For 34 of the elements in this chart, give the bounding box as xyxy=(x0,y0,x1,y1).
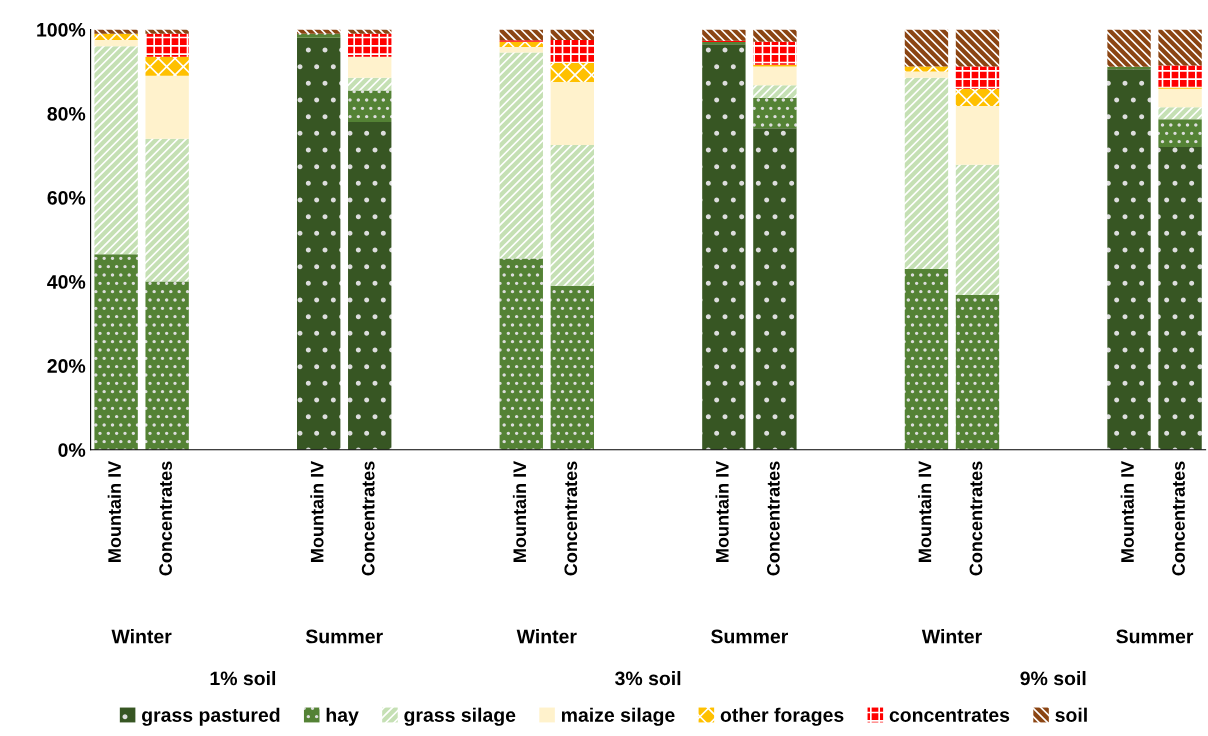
text: Winter xyxy=(516,629,577,644)
text: Summer xyxy=(1116,629,1194,644)
y-tick-label: 100% xyxy=(37,22,86,37)
x-tick-label: Concentrates xyxy=(361,461,375,576)
text: Winter xyxy=(921,629,982,644)
x-tick-label: Mountain IV xyxy=(1120,460,1134,562)
text: 9% soil xyxy=(1020,671,1086,686)
y-tick-label: 80% xyxy=(47,106,86,121)
x-tick-label: Mountain IV xyxy=(512,460,527,562)
x-tick-label: Mountain IV xyxy=(310,460,324,562)
text: 1% soil xyxy=(210,671,276,686)
x-tick-label: Concentrates xyxy=(564,461,578,576)
legend-label: maize silage xyxy=(561,707,675,726)
text: Summer xyxy=(305,629,383,644)
legend-label: concentrates xyxy=(889,709,1010,722)
x-tick-label: Mountain IV xyxy=(715,460,729,562)
legend-label: hay xyxy=(326,707,359,726)
y-tick-label: 0% xyxy=(58,443,86,457)
x-tick-label: Concentrates xyxy=(159,461,172,576)
x-tick-label: Concentrates xyxy=(969,461,983,576)
y-tick-label: 60% xyxy=(47,191,86,205)
y-tick-label: 20% xyxy=(47,359,86,373)
x-tick-label: Mountain IV xyxy=(107,460,121,562)
text: Winter xyxy=(111,629,172,644)
text: Summer xyxy=(711,629,788,644)
legend-label: grass pastured xyxy=(142,707,280,726)
x-tick-label: Concentrates xyxy=(766,461,780,576)
legend-label: soil xyxy=(1055,707,1087,722)
x-tick-label: Mountain IV xyxy=(918,460,932,562)
y-tick-label: 40% xyxy=(47,275,86,289)
x-tick-label: Concentrates xyxy=(1172,461,1185,576)
legend-label: grass silage xyxy=(404,707,516,726)
legend-label: other forages xyxy=(720,707,844,726)
text: 3% soil xyxy=(615,671,681,686)
